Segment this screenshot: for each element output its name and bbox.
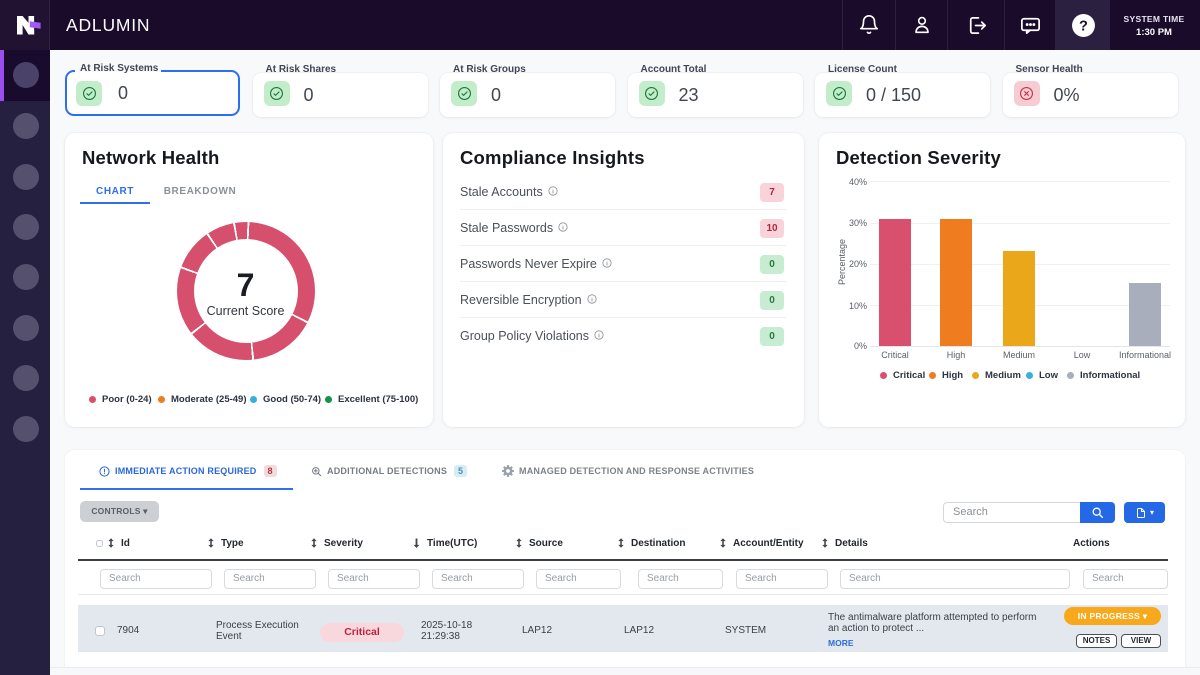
svg-text:?: ?	[1079, 18, 1088, 34]
